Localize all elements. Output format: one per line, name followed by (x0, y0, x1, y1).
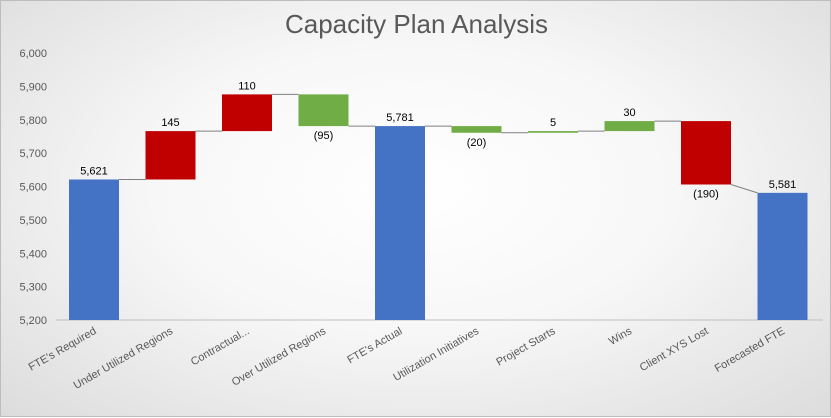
data-label: 5 (550, 117, 556, 129)
data-label: 5,621 (80, 165, 108, 177)
category-label: FTE's Actual (345, 325, 404, 366)
data-label: 110 (238, 80, 256, 92)
y-tick-label: 5,400 (19, 248, 47, 260)
category-label: Utilization Initiatives (391, 325, 481, 384)
bar (222, 94, 272, 132)
bar (145, 131, 196, 180)
y-tick-label: 5,800 (19, 115, 47, 127)
bar (604, 121, 655, 132)
bar (757, 192, 808, 320)
category-label: Forecasted FTE (713, 325, 787, 375)
connector-lines (119, 93, 758, 194)
bar (528, 131, 578, 133)
y-tick-label: 5,200 (19, 315, 47, 327)
data-label: (95) (314, 130, 334, 142)
data-label: 30 (623, 107, 635, 119)
y-axis: 5,200 5,300 5,400 5,500 5,600 5,700 5,800 5,900… (19, 48, 47, 327)
y-tick-label: 5,900 (19, 81, 47, 93)
data-label: 5,581 (769, 179, 797, 191)
y-tick-label: 5,500 (19, 215, 47, 227)
bar (375, 126, 425, 320)
bar (298, 94, 349, 127)
data-labels: 5,621 145 110 (95) 5,781 (20) 5 30 (190) 5,581 (80, 80, 796, 200)
category-label: Client XYS Lost (638, 325, 711, 374)
data-label: 5,781 (386, 112, 414, 124)
category-label: Contractual... (189, 325, 252, 368)
data-label: (190) (693, 188, 719, 200)
y-tick-label: 5,300 (19, 282, 47, 294)
y-tick-label: 5,600 (19, 182, 47, 194)
category-label: Project Starts (494, 325, 558, 369)
chart-title: Capacity Plan Analysis (284, 9, 549, 39)
category-label: FTE's Required (27, 325, 99, 373)
bar (681, 121, 731, 185)
y-tick-label: 6,000 (19, 48, 47, 60)
connector-line (730, 184, 758, 194)
y-tick-label: 5,700 (19, 148, 47, 160)
data-label: 145 (161, 117, 179, 129)
bar (451, 126, 502, 133)
data-label: (20) (467, 137, 487, 149)
category-label: Wins (607, 325, 635, 348)
bars (69, 94, 808, 320)
bar (69, 179, 119, 320)
